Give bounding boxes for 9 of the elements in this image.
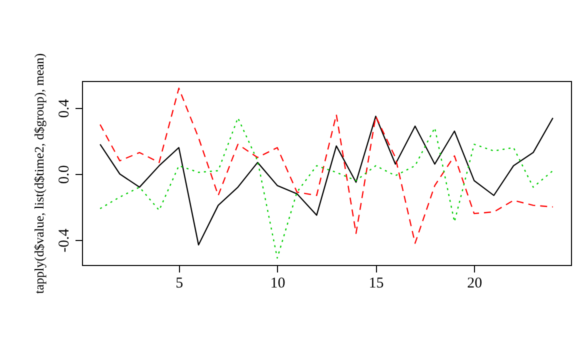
y-tick-label: 0.0 [56, 165, 72, 184]
x-tick-label: 10 [270, 276, 286, 292]
y-tick-label: 0.4 [56, 98, 72, 118]
y-axis-title: tapply(d$value, list(d$time2, d$group), mean) [32, 53, 46, 294]
y-tick-label: -0.4 [56, 228, 72, 252]
x-tick-label: 5 [176, 276, 184, 292]
line-series [100, 88, 554, 244]
x-tick-label: 20 [467, 276, 482, 292]
x-tick-label: 15 [368, 276, 384, 292]
